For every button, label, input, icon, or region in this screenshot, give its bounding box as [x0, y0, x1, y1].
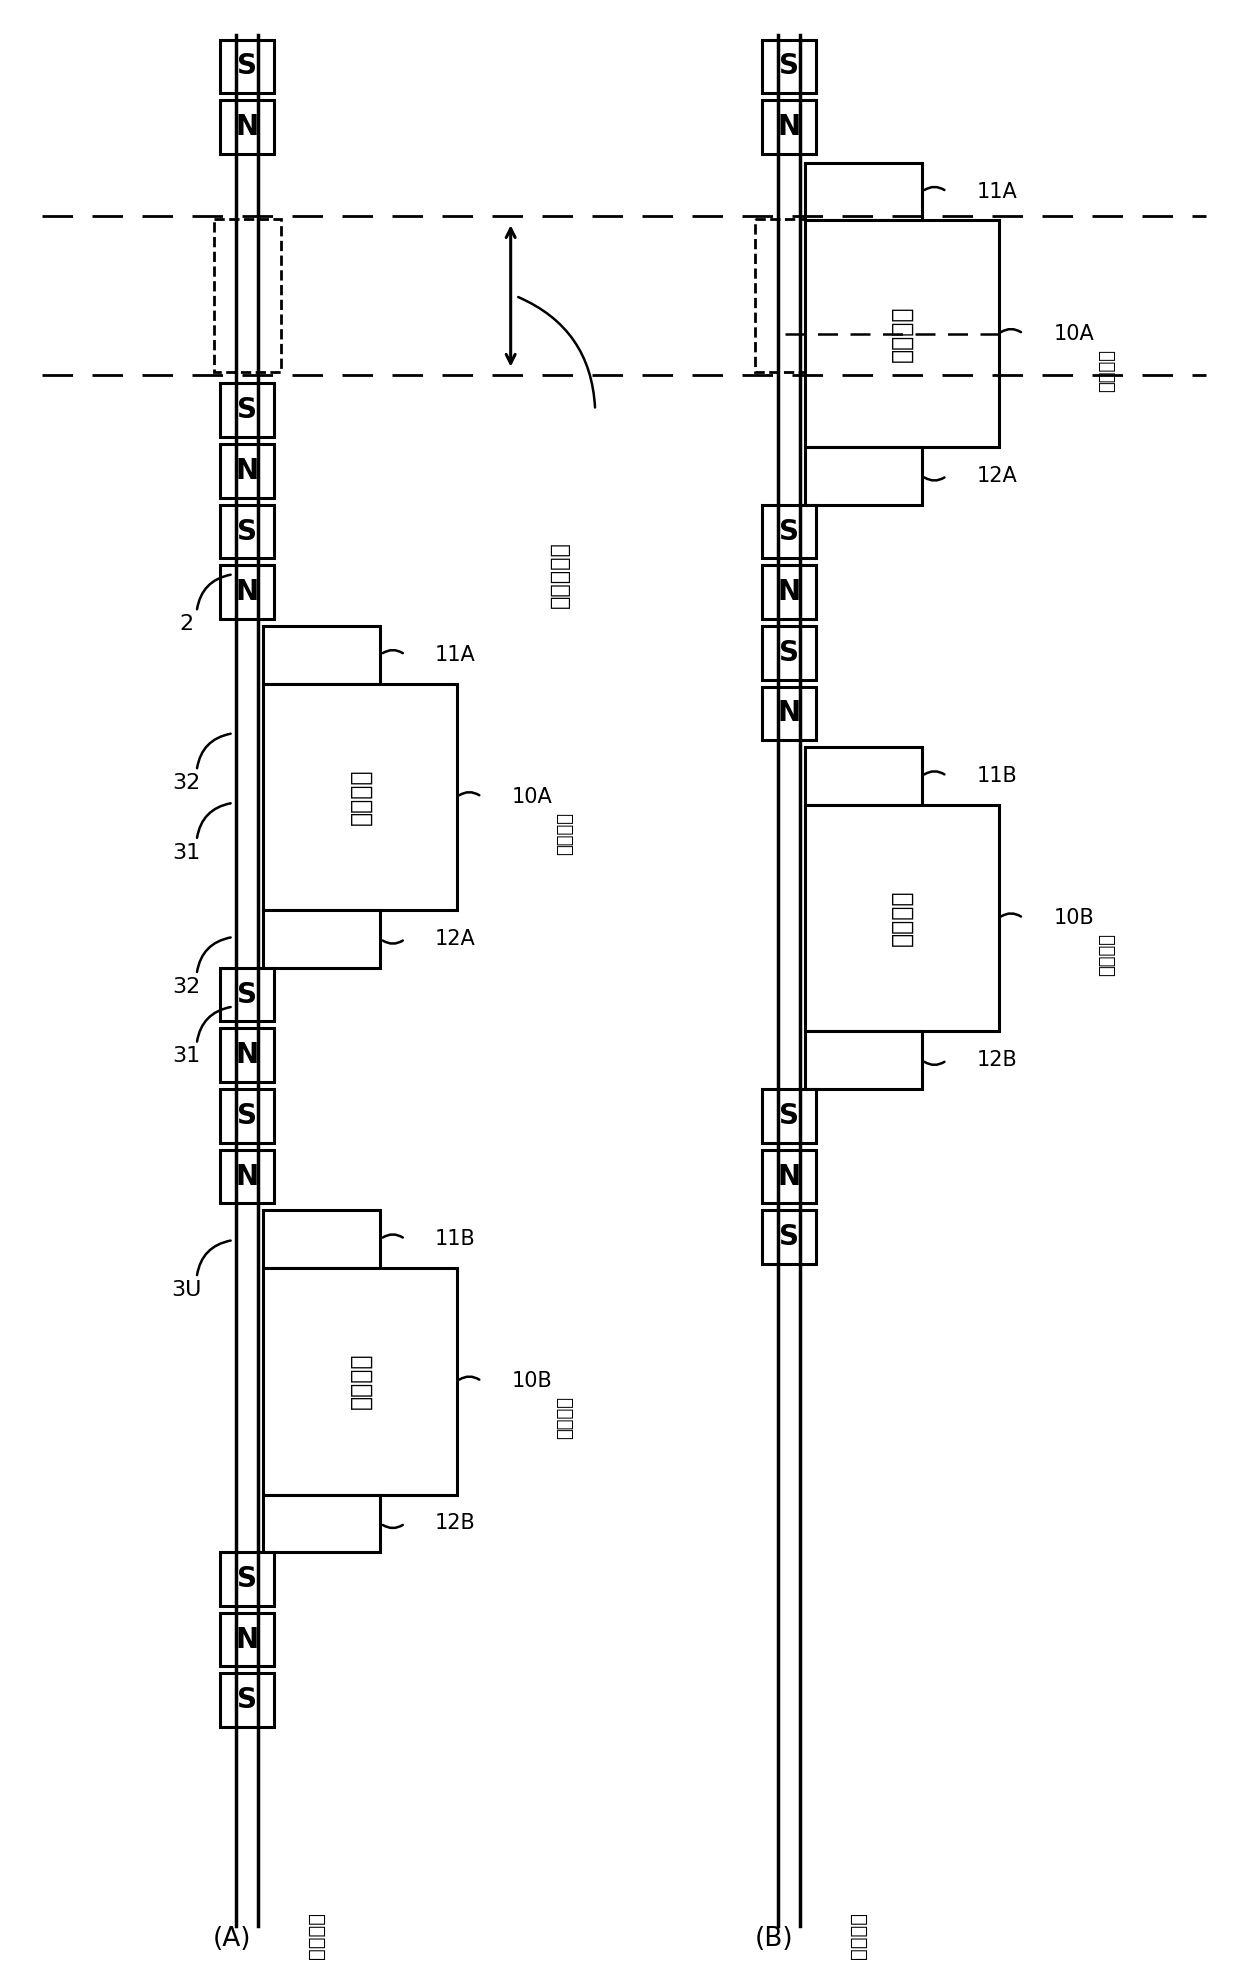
- Text: 32: 32: [172, 773, 201, 793]
- Text: 11A: 11A: [435, 645, 476, 665]
- FancyBboxPatch shape: [763, 565, 816, 620]
- FancyBboxPatch shape: [763, 39, 816, 92]
- FancyBboxPatch shape: [763, 1149, 816, 1204]
- Text: S: S: [237, 1686, 258, 1715]
- Text: 31: 31: [172, 842, 201, 862]
- Text: S: S: [237, 53, 258, 81]
- Text: 31: 31: [172, 1046, 201, 1066]
- FancyBboxPatch shape: [221, 1674, 274, 1727]
- FancyBboxPatch shape: [263, 1495, 381, 1552]
- Text: （停止）: （停止）: [849, 1912, 868, 1959]
- Text: N: N: [777, 578, 801, 606]
- Text: S: S: [237, 517, 258, 545]
- Text: S: S: [237, 1566, 258, 1593]
- FancyBboxPatch shape: [805, 1031, 923, 1090]
- FancyBboxPatch shape: [221, 565, 274, 620]
- Text: S: S: [779, 1102, 799, 1129]
- FancyBboxPatch shape: [805, 220, 998, 447]
- Text: 10B: 10B: [1053, 909, 1094, 928]
- Text: 10A: 10A: [1053, 325, 1094, 344]
- Text: (A): (A): [213, 1926, 252, 1951]
- FancyBboxPatch shape: [221, 39, 274, 92]
- Text: N: N: [236, 1625, 259, 1654]
- Text: 2: 2: [180, 614, 193, 633]
- Text: N: N: [777, 112, 801, 142]
- Text: （驱动）: （驱动）: [557, 812, 574, 856]
- FancyBboxPatch shape: [263, 1210, 381, 1269]
- FancyBboxPatch shape: [263, 685, 458, 911]
- Text: N: N: [236, 112, 259, 142]
- FancyBboxPatch shape: [221, 1149, 274, 1204]
- Text: N: N: [236, 456, 259, 486]
- FancyBboxPatch shape: [221, 1613, 274, 1666]
- Text: 12A: 12A: [977, 466, 1018, 486]
- FancyBboxPatch shape: [221, 506, 274, 559]
- Text: (B): (B): [755, 1926, 794, 1951]
- Text: 第一马达: 第一马达: [890, 305, 914, 362]
- Text: 3U: 3U: [171, 1281, 202, 1300]
- Text: 不规则区间: 不规则区间: [551, 541, 570, 608]
- Text: 第一马达: 第一马达: [348, 769, 372, 824]
- Text: （停止）: （停止）: [1099, 348, 1116, 391]
- FancyBboxPatch shape: [221, 100, 274, 153]
- FancyBboxPatch shape: [263, 1269, 458, 1495]
- FancyBboxPatch shape: [221, 1029, 274, 1082]
- Text: （驱动）: （驱动）: [557, 1397, 574, 1440]
- FancyBboxPatch shape: [221, 1552, 274, 1605]
- Text: S: S: [237, 1102, 258, 1129]
- Text: S: S: [779, 53, 799, 81]
- Text: S: S: [237, 982, 258, 1009]
- Text: 12B: 12B: [977, 1050, 1018, 1070]
- Text: 32: 32: [172, 978, 201, 997]
- FancyBboxPatch shape: [221, 968, 274, 1021]
- FancyBboxPatch shape: [755, 220, 823, 372]
- FancyBboxPatch shape: [763, 506, 816, 559]
- Text: N: N: [777, 700, 801, 728]
- Text: 12A: 12A: [435, 928, 476, 948]
- Text: （驱动）: （驱动）: [308, 1912, 326, 1959]
- Text: S: S: [779, 1223, 799, 1251]
- FancyBboxPatch shape: [763, 686, 816, 740]
- FancyBboxPatch shape: [763, 626, 816, 679]
- Text: 第二马达: 第二马达: [890, 889, 914, 946]
- Text: 11A: 11A: [977, 181, 1018, 201]
- FancyBboxPatch shape: [805, 747, 923, 805]
- Text: S: S: [237, 395, 258, 425]
- FancyBboxPatch shape: [213, 220, 281, 372]
- Text: N: N: [236, 1162, 259, 1190]
- FancyBboxPatch shape: [805, 805, 998, 1031]
- Text: N: N: [236, 578, 259, 606]
- Text: 10B: 10B: [512, 1371, 553, 1391]
- Text: （驱动）: （驱动）: [1099, 932, 1116, 976]
- Text: N: N: [236, 1041, 259, 1070]
- Text: S: S: [779, 639, 799, 667]
- FancyBboxPatch shape: [805, 447, 923, 506]
- Text: 11B: 11B: [435, 1229, 476, 1249]
- Text: N: N: [777, 1162, 801, 1190]
- FancyBboxPatch shape: [763, 100, 816, 153]
- FancyBboxPatch shape: [221, 1090, 274, 1143]
- Text: S: S: [779, 517, 799, 545]
- Text: 第二马达: 第二马达: [348, 1353, 372, 1410]
- FancyBboxPatch shape: [763, 1210, 816, 1265]
- FancyBboxPatch shape: [763, 1090, 816, 1143]
- FancyBboxPatch shape: [263, 626, 381, 685]
- FancyBboxPatch shape: [221, 384, 274, 437]
- Text: 10A: 10A: [512, 787, 553, 806]
- FancyBboxPatch shape: [221, 445, 274, 498]
- FancyBboxPatch shape: [805, 163, 923, 220]
- Text: 11B: 11B: [977, 765, 1018, 787]
- Text: 12B: 12B: [435, 1513, 476, 1534]
- FancyBboxPatch shape: [263, 911, 381, 968]
